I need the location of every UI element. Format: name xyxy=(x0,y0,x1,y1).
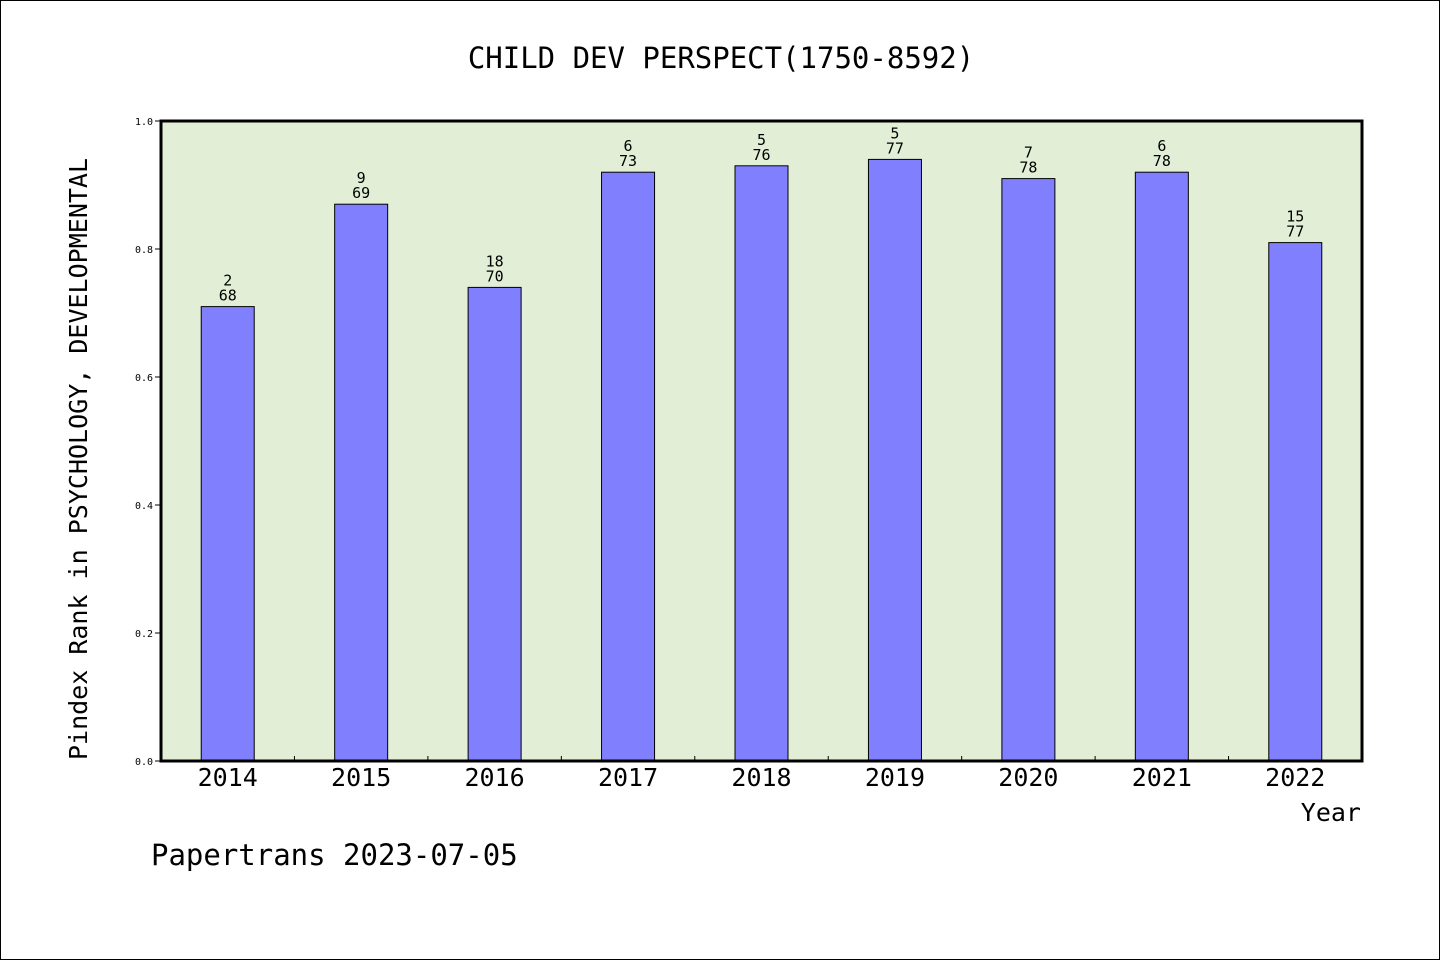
bar-2022 xyxy=(1268,242,1323,762)
total-label-2015: 69 xyxy=(352,184,370,202)
total-label-2021: 78 xyxy=(1153,152,1171,170)
y-tick-label: 0.2 xyxy=(135,629,153,640)
y-tick-label: 1.0 xyxy=(135,117,153,128)
x-axis-label: Year xyxy=(1301,798,1361,827)
rank-label-2021: 6 xyxy=(1157,137,1166,155)
plot-border xyxy=(159,119,1364,763)
y-tick-label: 0.8 xyxy=(135,245,153,256)
total-label-2022: 77 xyxy=(1286,223,1304,241)
y-tick-label: 0.6 xyxy=(135,373,153,384)
y-axis-label: Pindex Rank in PSYCHOLOGY, DEVELOPMENTAL xyxy=(64,158,93,760)
x-tick-label-2019: 2019 xyxy=(865,763,925,792)
rank-label-2017: 6 xyxy=(624,137,633,155)
bar-2017 xyxy=(601,171,656,762)
total-label-2017: 73 xyxy=(619,152,637,170)
x-tick-label-2020: 2020 xyxy=(998,763,1058,792)
x-tick-label-2018: 2018 xyxy=(731,763,791,792)
bar-2019 xyxy=(867,158,922,762)
bar-2014 xyxy=(200,306,255,762)
footer-credit: Papertrans 2023-07-05 xyxy=(151,838,518,872)
total-label-2016: 70 xyxy=(486,267,504,285)
rank-label-2015: 9 xyxy=(357,169,366,187)
total-label-2014: 68 xyxy=(219,287,237,305)
x-tick-label-2022: 2022 xyxy=(1265,763,1325,792)
total-label-2020: 78 xyxy=(1019,159,1037,177)
y-axis: 0.0 0.2 0.4 0.6 0.8 1.0 xyxy=(135,117,161,768)
rank-label-2014: 2 xyxy=(223,272,232,290)
bar-2016 xyxy=(467,286,522,762)
x-tick-label-2016: 2016 xyxy=(465,763,525,792)
x-tick-label-2021: 2021 xyxy=(1132,763,1192,792)
y-tick-label: 0.4 xyxy=(135,501,153,512)
bar-2015 xyxy=(334,203,389,762)
rank-label-2016: 18 xyxy=(486,252,504,270)
rank-label-2018: 5 xyxy=(757,131,766,149)
bar-2021 xyxy=(1134,171,1189,762)
x-tick-label-2017: 2017 xyxy=(598,763,658,792)
bar-2020 xyxy=(1001,178,1056,762)
x-tick-label-2015: 2015 xyxy=(331,763,391,792)
x-axis: 2014 2015 2016 2017 2018 2019 2020 2021 2022 xyxy=(198,756,1325,792)
total-label-2018: 76 xyxy=(752,146,770,164)
bar-2018 xyxy=(734,165,789,762)
rank-label-2019: 5 xyxy=(890,124,899,142)
total-label-2019: 77 xyxy=(886,139,904,157)
y-tick-label: 0.0 xyxy=(135,757,153,768)
chart-title: CHILD DEV PERSPECT(1750-8592) xyxy=(468,41,974,75)
rank-label-2022: 15 xyxy=(1286,208,1304,226)
x-tick-label-2014: 2014 xyxy=(198,763,258,792)
rank-label-2020: 7 xyxy=(1024,144,1033,162)
